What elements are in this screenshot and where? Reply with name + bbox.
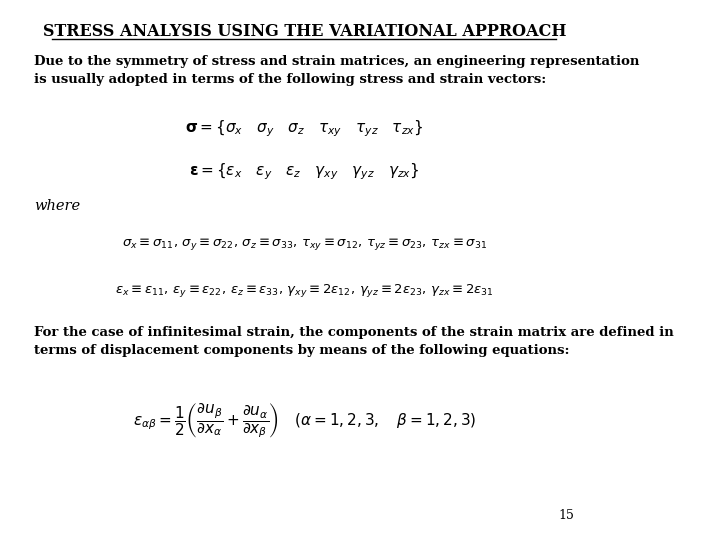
Text: $\sigma_x \equiv \sigma_{11},\, \sigma_y \equiv \sigma_{22},\, \sigma_z \equiv \: $\sigma_x \equiv \sigma_{11},\, \sigma_y… [122, 236, 487, 252]
Text: $\varepsilon_{\alpha\beta} = \dfrac{1}{2}\left(\dfrac{\partial u_\beta}{\partial: $\varepsilon_{\alpha\beta} = \dfrac{1}{2… [132, 402, 476, 440]
Text: where: where [35, 199, 81, 213]
Text: $\varepsilon_x \equiv \varepsilon_{11},\, \varepsilon_y \equiv \varepsilon_{22},: $\varepsilon_x \equiv \varepsilon_{11},\… [115, 282, 494, 299]
Text: $\mathbf{\varepsilon} = \left\{\varepsilon_x \quad \varepsilon_y \quad \varepsil: $\mathbf{\varepsilon} = \left\{\varepsil… [189, 161, 419, 182]
Text: 15: 15 [559, 509, 574, 522]
Text: $\mathbf{\sigma} = \left\{\sigma_x \quad \sigma_y \quad \sigma_z \quad \tau_{xy}: $\mathbf{\sigma} = \left\{\sigma_x \quad… [185, 119, 423, 139]
Text: For the case of infinitesimal strain, the components of the strain matrix are de: For the case of infinitesimal strain, th… [35, 326, 674, 357]
Text: Due to the symmetry of stress and strain matrices, an engineering representation: Due to the symmetry of stress and strain… [35, 55, 640, 86]
Text: STRESS ANALYSIS USING THE VARIATIONAL APPROACH: STRESS ANALYSIS USING THE VARIATIONAL AP… [42, 23, 566, 40]
